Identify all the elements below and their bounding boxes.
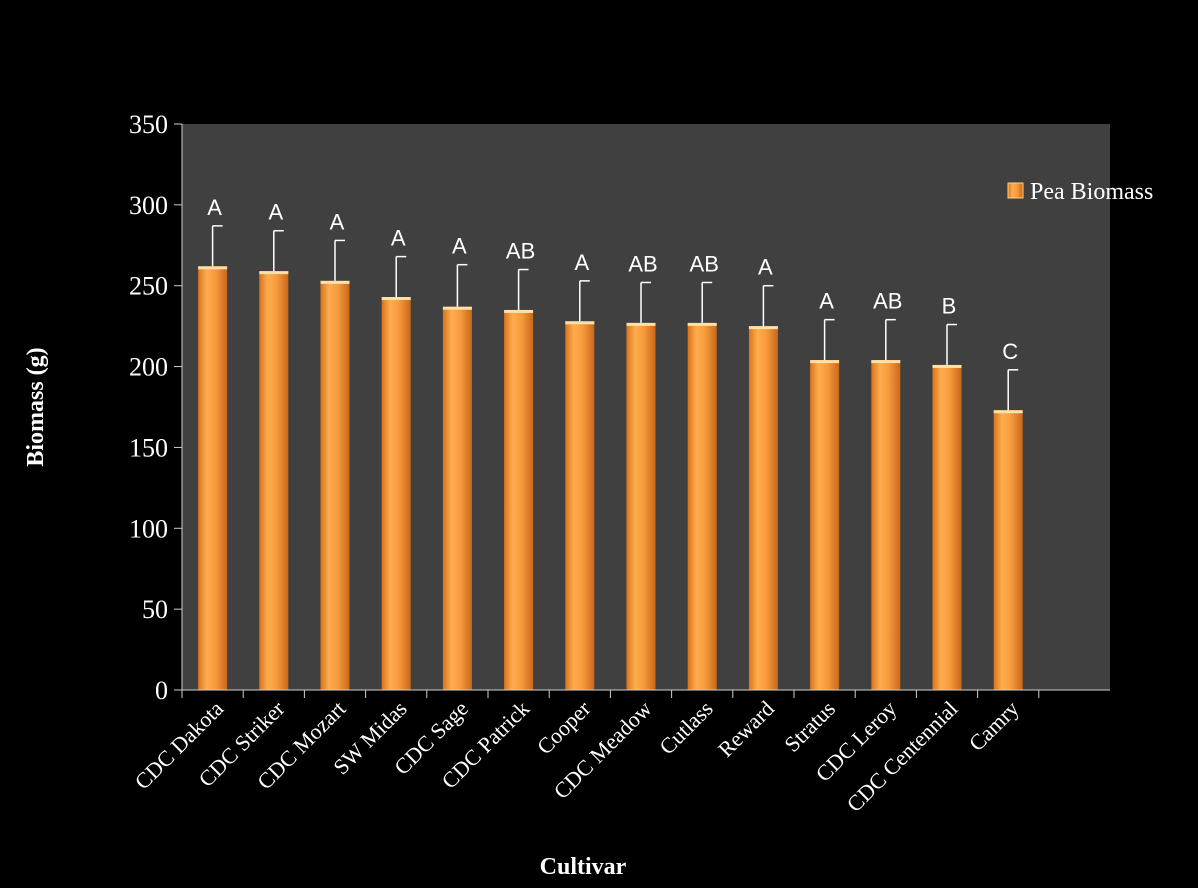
bar-top-highlight [198,266,228,270]
bar [565,321,595,690]
bar [993,410,1023,690]
y-tick-label: 150 [129,433,168,462]
bar-top-highlight [504,309,534,313]
bar [687,322,717,690]
significance-letter: AB [873,289,902,314]
y-tick-label: 50 [142,595,168,624]
bar-top-highlight [871,360,901,364]
significance-letter: AB [690,251,719,276]
y-tick-label: 300 [129,191,168,220]
bar-top-highlight [626,322,656,326]
bar [810,360,840,690]
x-tick-label: Cutlass [654,696,717,759]
bar-top-highlight [810,360,840,364]
bar [320,280,350,690]
significance-letter: A [268,200,283,225]
bar-top-highlight [381,297,411,301]
y-tick-label: 0 [155,676,168,705]
legend-swatch [1007,182,1024,199]
significance-letter: A [758,255,773,280]
y-axis-label: Biomass (g) [23,347,49,466]
legend-label: Pea Biomass [1030,179,1153,205]
significance-letter: B [942,294,957,319]
x-tick-label: CDC Centennial [842,696,963,817]
bar [748,326,778,690]
significance-letter: AB [506,239,535,264]
significance-letter: A [391,226,406,251]
significance-letter: A [574,250,589,275]
y-tick-label: 250 [129,272,168,301]
bar-top-highlight [259,271,289,275]
significance-letter: AB [628,251,657,276]
significance-letter: A [452,234,467,259]
x-tick-label: Reward [713,696,779,762]
bar [626,322,656,690]
significance-letter: C [1002,339,1018,364]
y-tick-label: 350 [129,110,168,139]
bar [932,364,962,690]
bar-top-highlight [565,321,595,325]
x-tick-label: Camry [964,696,1024,756]
bar-top-highlight [993,410,1023,414]
significance-letter: A [330,209,345,234]
bar-top-highlight [748,326,778,330]
significance-letter: A [207,195,222,220]
bar-top-highlight [442,306,472,310]
bar-top-highlight [320,280,350,284]
legend: Pea Biomass [1007,179,1153,205]
bar [259,271,289,690]
bar [442,306,472,690]
y-tick-label: 100 [129,514,168,543]
x-axis-label: Cultivar [540,854,627,880]
significance-letter: A [819,289,834,314]
bar-top-highlight [932,364,962,368]
bar [871,360,901,690]
bar-top-highlight [687,322,717,326]
bar [198,266,228,690]
bar [381,297,411,690]
bar [504,309,534,690]
y-tick-label: 200 [129,353,168,382]
